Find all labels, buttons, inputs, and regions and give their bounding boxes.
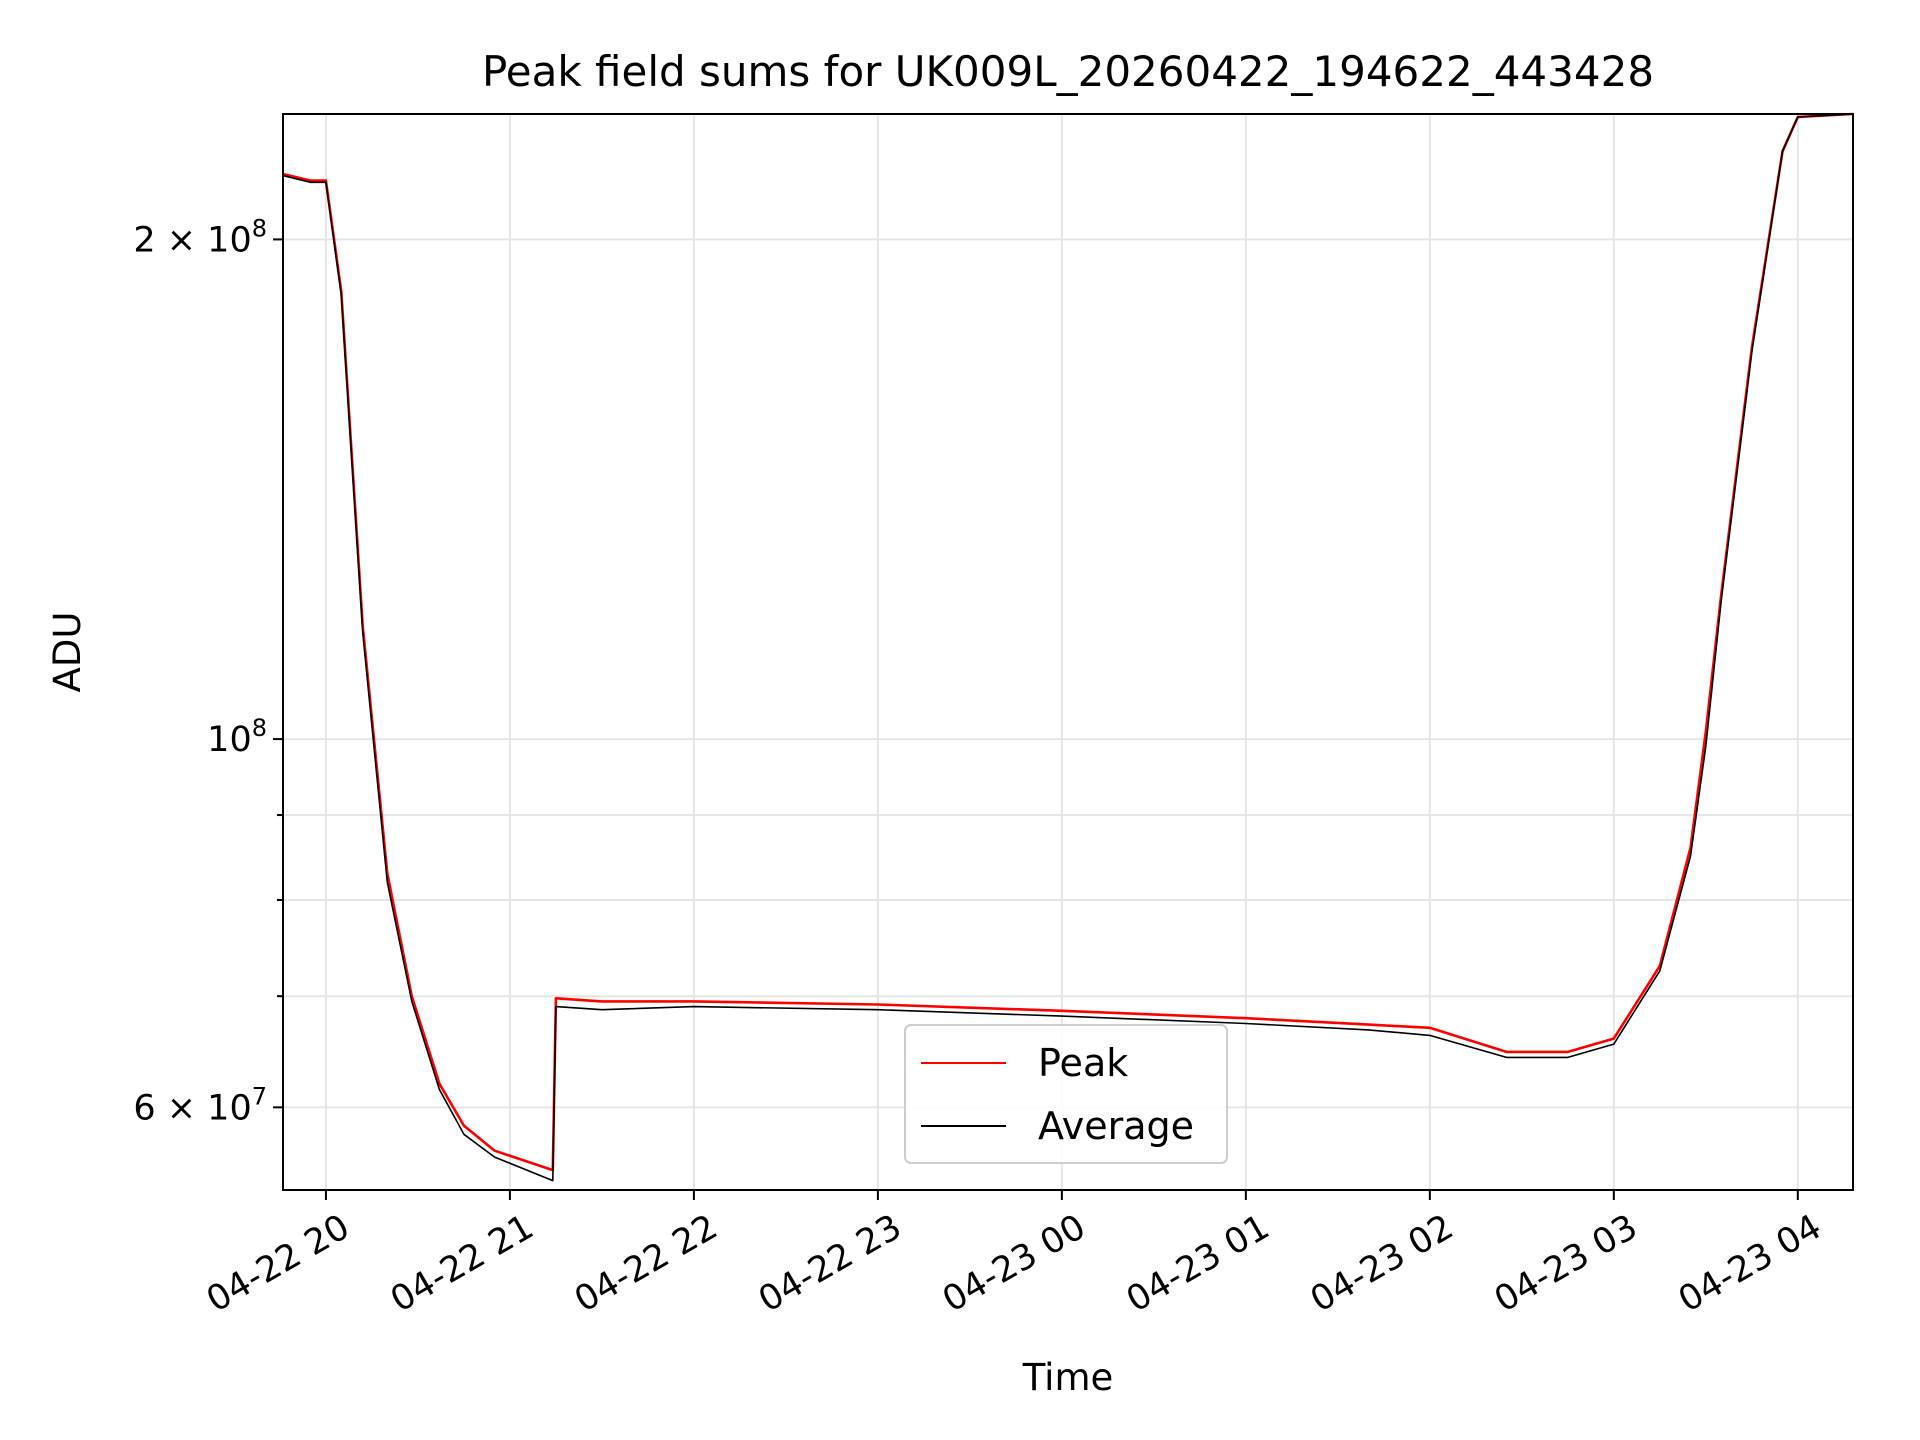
legend-label: Peak <box>1038 1041 1128 1085</box>
series-line-average <box>282 113 1854 1182</box>
legend-box <box>904 1024 1228 1164</box>
y-tick-exponent: 8 <box>252 714 267 742</box>
y-tick-base: 6 × 10 <box>133 1088 251 1128</box>
legend-label: Average <box>1038 1104 1194 1148</box>
chart-title: Peak field sums for UK009L_20260422_1946… <box>482 47 1654 96</box>
plot-area-frame <box>282 113 1854 1191</box>
x-axis-label: Time <box>1022 1356 1114 1399</box>
y-tick-base: 10 <box>207 720 252 760</box>
legend: Peak Average <box>904 1024 1228 1164</box>
series-lines <box>282 112 1854 1182</box>
series-line-peak <box>282 112 1854 1172</box>
y-tick-exponent: 7 <box>252 1082 267 1110</box>
y-tick-label: 2 × 108 <box>133 214 267 260</box>
y-tick-label: 108 <box>207 714 267 760</box>
y-tick-exponent: 8 <box>252 214 267 242</box>
y-tick-base: 2 × 10 <box>133 220 251 260</box>
y-tick-label: 6 × 107 <box>133 1082 267 1128</box>
y-axis-label: ADU <box>46 612 89 693</box>
